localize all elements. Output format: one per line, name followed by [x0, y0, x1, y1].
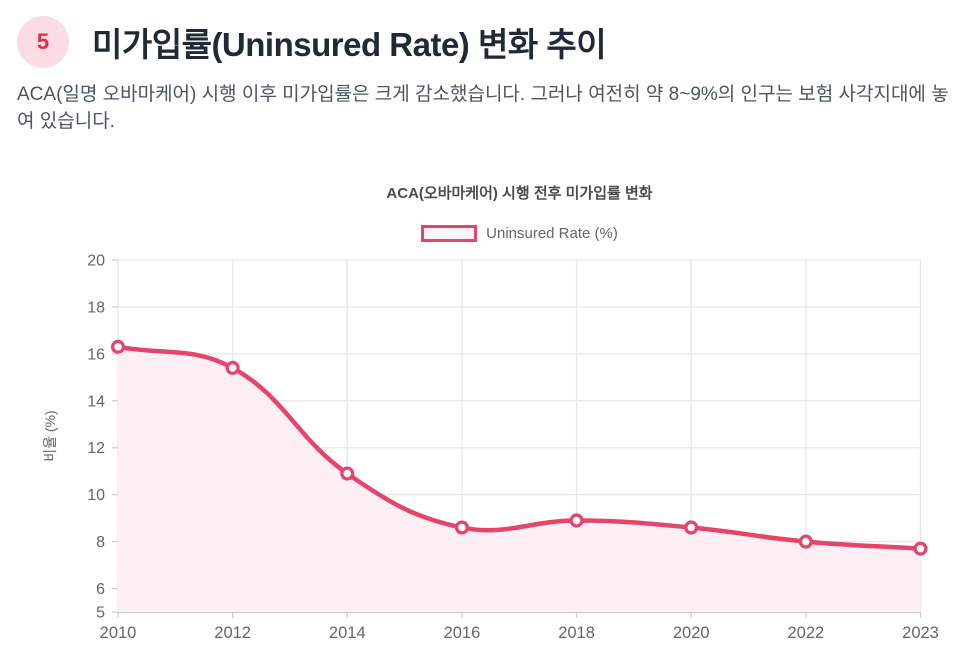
- x-tick-label: 2014: [329, 624, 366, 642]
- chart-canvas[interactable]: 2010 2012 2014 2016 2018 2020 2022 202356810121…: [0, 250, 975, 664]
- y-tick-label: 5: [96, 605, 105, 622]
- y-tick-label: 16: [87, 346, 105, 363]
- y-tick-label: 12: [87, 440, 105, 457]
- y-tick-label: 14: [87, 393, 105, 410]
- x-tick-label: 2010: [100, 624, 137, 642]
- data-line: [115, 344, 923, 551]
- x-tick-label: 2018: [558, 624, 595, 642]
- section-header: 5 미가입률(Uninsured Rate) 변화 추이: [17, 16, 607, 68]
- axis-labels: 2010 2012 2014 2016 2018 2020 2022 202356810121…: [42, 253, 939, 643]
- x-tick-label: 2020: [673, 624, 710, 642]
- y-axis-title: 비율 (%): [42, 410, 58, 461]
- chart-title: ACA(오바마케어) 시행 전후 미가입률 변화: [386, 185, 653, 202]
- y-tick-label: 8: [96, 534, 105, 551]
- x-tick-label: 2023: [902, 624, 939, 642]
- section-number-badge: 5: [17, 16, 69, 68]
- description-text: ACA(일명 오바마케어) 시행 이후 미가입률은 크게 감소했습니다. 그러나…: [17, 84, 949, 132]
- y-tick-label: 20: [87, 253, 105, 270]
- legend-label: Uninsured Rate (%): [486, 225, 618, 242]
- chart-legend-item[interactable]: Uninsured Rate (%): [118, 225, 921, 242]
- y-tick-label: 18: [87, 299, 105, 316]
- area-fill: [118, 346, 921, 612]
- legend-swatch: [421, 225, 478, 242]
- data-points: [110, 339, 928, 556]
- x-tick-label: 2012: [214, 624, 251, 642]
- x-tick-label: 2022: [787, 624, 824, 642]
- x-tick-label: 2016: [444, 624, 481, 642]
- y-tick-label: 10: [87, 487, 105, 504]
- page-title: 미가입률(Uninsured Rate) 변화 추이: [92, 26, 607, 63]
- y-tick-label: 6: [96, 581, 105, 598]
